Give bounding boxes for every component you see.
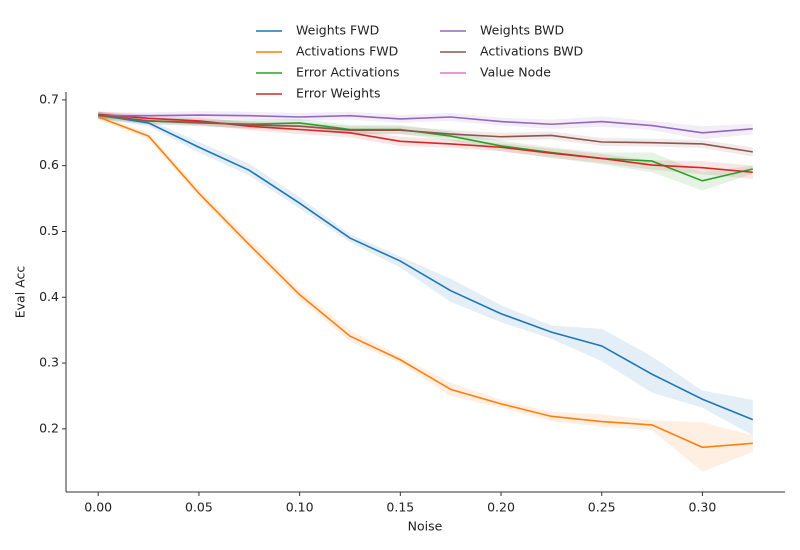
legend-label: Weights BWD (480, 23, 564, 38)
legend-label: Activations FWD (296, 44, 398, 59)
confidence-band (98, 111, 753, 140)
confidence-band (98, 111, 753, 436)
confidence-band (98, 111, 753, 157)
series-line (97, 116, 753, 449)
x-axis-label: Noise (408, 519, 443, 534)
series-line (98, 114, 753, 134)
x-tick-label: 0.00 (84, 500, 112, 515)
y-tick-label: 0.5 (39, 223, 59, 238)
legend-label: Value Node (480, 65, 551, 80)
x-tick-label: 0.30 (689, 500, 717, 515)
legend-label: Error Activations (296, 65, 400, 80)
y-axis-label: Eval Acc (13, 266, 28, 319)
y-tick-label: 0.3 (39, 355, 59, 370)
confidence-band (98, 111, 753, 179)
legend-label: Error Weights (296, 86, 381, 101)
y-tick-label: 0.7 (39, 91, 59, 106)
series-line (98, 114, 754, 421)
series-line (98, 114, 753, 153)
y-tick-label: 0.6 (39, 157, 59, 172)
x-tick-label: 0.10 (286, 500, 314, 515)
x-tick-label: 0.25 (588, 500, 616, 515)
x-tick-label: 0.05 (185, 500, 213, 515)
legend-label: Weights FWD (296, 23, 379, 38)
series-line (98, 113, 753, 174)
x-tick-label: 0.15 (386, 500, 414, 515)
legend-label: Activations BWD (480, 44, 583, 59)
y-tick-label: 0.4 (39, 289, 59, 304)
confidence-band (98, 114, 753, 472)
x-tick-label: 0.20 (487, 500, 515, 515)
y-tick-label: 0.2 (39, 420, 59, 435)
